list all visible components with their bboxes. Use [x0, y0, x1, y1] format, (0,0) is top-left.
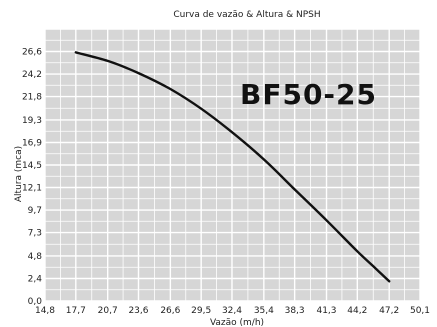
x-tick-label: 41,3 — [316, 306, 336, 316]
y-tick-label: 7,3 — [28, 229, 42, 239]
x-tick-label: 17,7 — [66, 306, 86, 316]
series-line — [74, 51, 391, 283]
y-tick-label: 2,4 — [28, 274, 43, 284]
y-tick-label: 21,8 — [22, 93, 42, 103]
y-tick-label: 24,2 — [22, 70, 42, 80]
y-tick-label: 12,1 — [22, 184, 42, 194]
y-tick-label: 9,7 — [28, 206, 42, 216]
y-axis-label: Altura (mca) — [14, 146, 24, 202]
x-tick-label: 32,4 — [222, 306, 242, 316]
x-tick-label: 29,5 — [191, 306, 211, 316]
plot-area: 14,8 17,7 20,7 23,6 26,6 29,5 32,4 35,4 38,3 41,3… — [22, 28, 430, 316]
y-tick-label: 19,3 — [22, 116, 42, 126]
x-tick-label: 23,6 — [128, 306, 148, 316]
x-axis-label: Vazão (m/h) — [210, 318, 264, 327]
x-tick-label: 20,7 — [98, 306, 118, 316]
y-tick-label: 4,8 — [28, 252, 43, 262]
chart-title: Curva de vazão & Altura & NPSH — [173, 10, 320, 20]
y-tick-label: 26,6 — [22, 48, 42, 58]
x-tick-label: 14,8 — [35, 306, 55, 316]
x-tick-label: 38,3 — [285, 306, 305, 316]
y-tick-label: 16,9 — [22, 138, 42, 148]
x-tick-label: 50,1 — [410, 306, 430, 316]
model-label: BF50-25 — [240, 78, 377, 111]
x-tick-label: 44,2 — [347, 306, 367, 316]
x-tick-label: 47,2 — [379, 306, 399, 316]
x-tick-label: 35,4 — [254, 306, 274, 316]
y-tick-label: 0,0 — [28, 297, 43, 307]
y-tick-label: 14,5 — [22, 161, 42, 171]
x-tick-label: 26,6 — [160, 306, 180, 316]
